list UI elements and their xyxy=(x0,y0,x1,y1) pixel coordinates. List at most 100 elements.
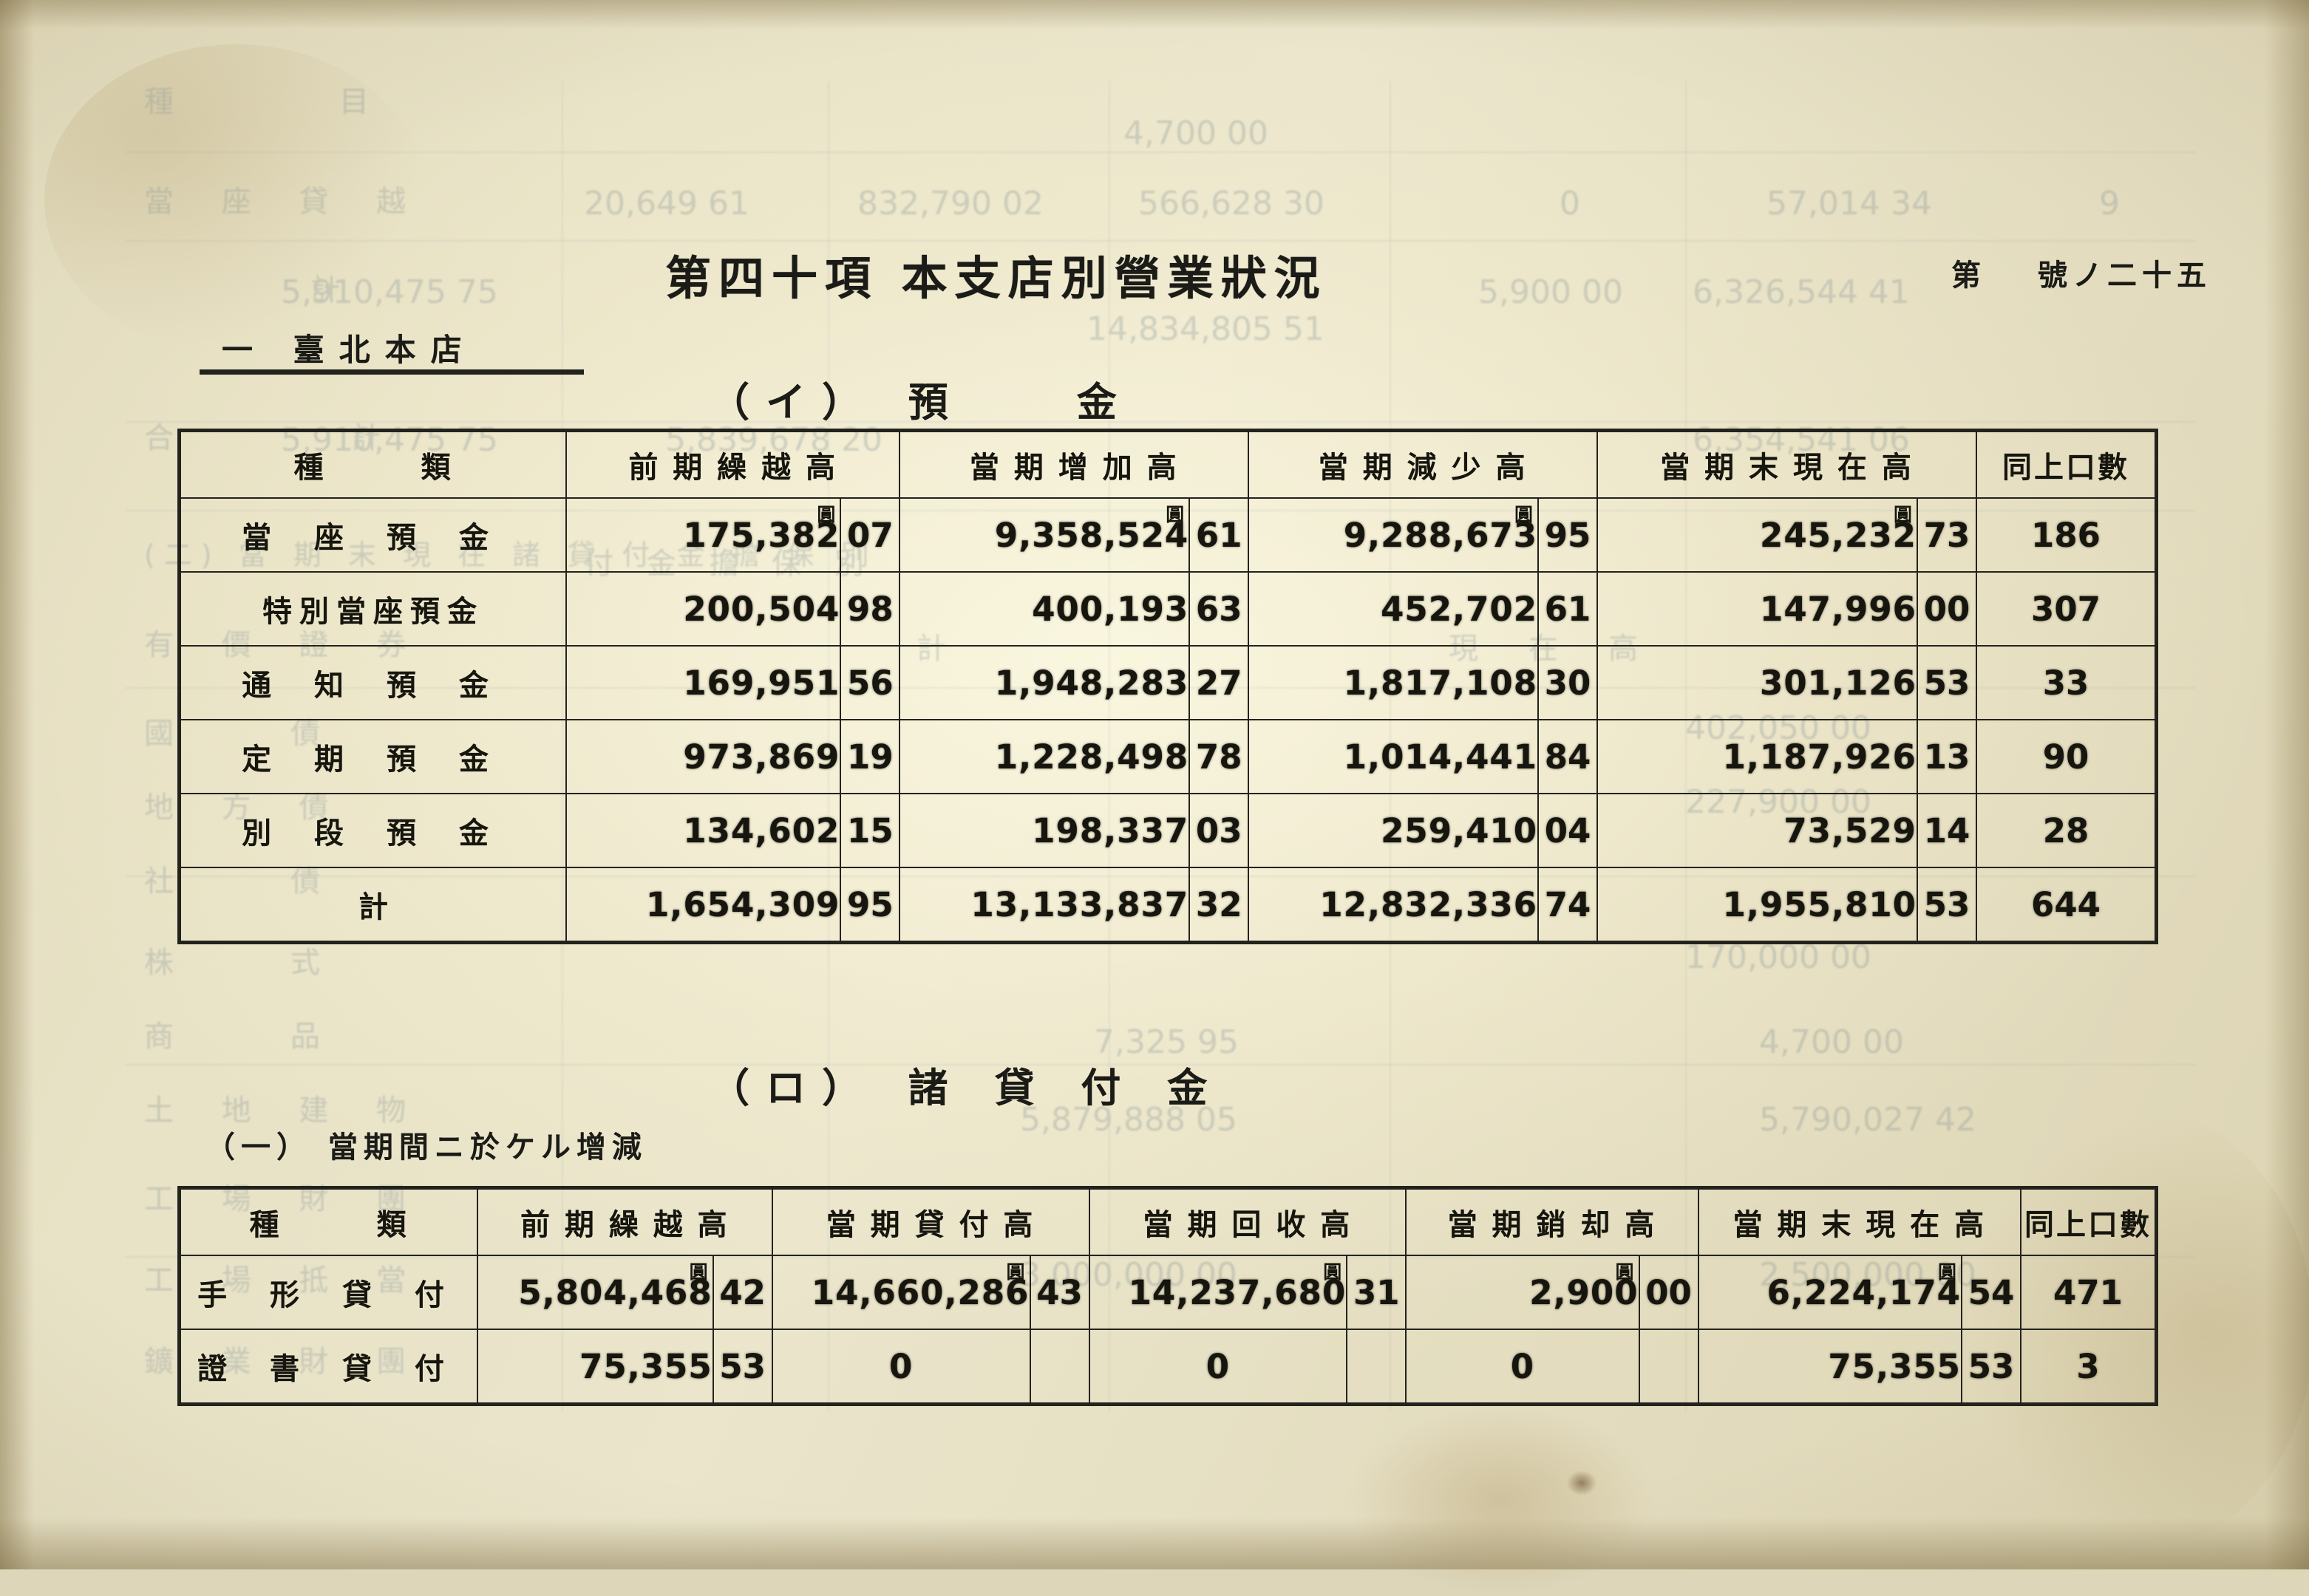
row-kind: 手 形 貸 付 xyxy=(178,1255,478,1330)
cell-accounts: 90 xyxy=(1976,719,2157,794)
table-row: 當 座 預 金 圓 175,382 07 圓 9,358,524 61 圓 9,288… xyxy=(178,497,2157,573)
cell-decrease-yen: 圓 9,288,673 xyxy=(1248,497,1540,573)
document-number-prefix: 第 xyxy=(1951,258,1986,293)
cell-end-sen: 54 xyxy=(1961,1255,2021,1330)
table-total-row: 計 1,654,309 95 13,133,837 32 12,832,336 … xyxy=(178,867,2157,944)
cell-accounts: 307 xyxy=(1976,571,2157,647)
yen-mark: 圓 xyxy=(1166,504,1185,525)
cell-decrease-sen: 04 xyxy=(1537,793,1599,868)
cell-end-yen: 147,996 xyxy=(1596,571,1918,647)
cell-end-yen: 75,355 xyxy=(1697,1329,1963,1405)
table-header-row: 種 類 前 期 繰 越 高 當 期 貸 付 高 當 期 回 收 高 當 期 銷 … xyxy=(178,1187,2157,1256)
cell-carryover-yen: 134,602 xyxy=(565,793,842,868)
cell-decrease-sen: 61 xyxy=(1537,571,1599,647)
cell-carryover-sen: 53 xyxy=(712,1329,773,1405)
row-kind: 當 座 預 金 xyxy=(178,497,567,573)
cell-recovery-yen: 圓 14,237,680 xyxy=(1088,1255,1348,1330)
cell-end-sen: 53 xyxy=(1961,1329,2021,1405)
section-b-heading: （ロ） 諸 貸 付 金 xyxy=(710,1064,1224,1111)
cell-increase-yen: 1,228,498 xyxy=(899,719,1191,794)
document-number-value: 號ノ二十五 xyxy=(2038,258,2211,293)
cell-carryover-yen: 169,951 xyxy=(565,645,842,720)
cell-decrease-sen: 30 xyxy=(1537,645,1599,720)
table-row: 定 期 預 金 973,869 19 1,228,498 78 1,014,44… xyxy=(178,719,2157,794)
table-row: 特別當座預金 200,504 98 400,193 63 452,702 61 … xyxy=(178,571,2157,647)
cell-increase-sen: 61 xyxy=(1188,497,1250,573)
cell-carryover-yen: 973,869 xyxy=(565,719,842,794)
table-header-row: 種 類 前 期 繰 越 高 當 期 增 加 高 當 期 減 少 高 當 期 末 … xyxy=(178,429,2157,499)
cell-writeoff-yen: 圓 2,900 xyxy=(1405,1255,1640,1330)
cell-end-sen: 13 xyxy=(1917,719,1977,794)
cell-end-sen: 00 xyxy=(1917,571,1977,647)
yen-mark: 圓 xyxy=(1006,1261,1025,1283)
row-kind: 別 段 預 金 xyxy=(178,793,567,868)
cell-carryover-sen: 07 xyxy=(840,497,901,573)
cell-decrease-yen: 12,832,336 xyxy=(1248,867,1540,944)
cell-accounts: 644 xyxy=(1976,867,2157,944)
col-header-accounts: 同上口數 xyxy=(1976,429,2157,499)
cell-increase-sen: 03 xyxy=(1188,793,1250,868)
col-header-decrease: 當 期 減 少 高 xyxy=(1248,429,1599,499)
yen-mark: 圓 xyxy=(1615,1261,1634,1283)
col-header-end-balance: 當 期 末 現 在 高 xyxy=(1596,429,1977,499)
branch-heading: 一 臺北本店 xyxy=(222,332,477,368)
cell-end-sen: 73 xyxy=(1917,497,1977,573)
cell-recovery-sen: 31 xyxy=(1346,1255,1407,1330)
cell-writeoff-sen xyxy=(1638,1329,1699,1405)
cell-decrease-sen: 74 xyxy=(1537,867,1599,944)
cell-increase-sen: 63 xyxy=(1188,571,1250,647)
cell-decrease-sen: 95 xyxy=(1537,497,1599,573)
cell-end-yen: 圓 6,224,174 xyxy=(1697,1255,1963,1330)
cell-accounts: 3 xyxy=(2020,1329,2157,1405)
cell-end-yen: 301,126 xyxy=(1596,645,1918,720)
yen-mark: 圓 xyxy=(689,1261,708,1283)
yen-mark: 圓 xyxy=(1937,1261,1956,1283)
cell-recovery-sen xyxy=(1346,1329,1407,1405)
cell-carryover-yen: 75,355 xyxy=(477,1329,714,1405)
cell-carryover-sen: 42 xyxy=(712,1255,773,1330)
yen-mark: 圓 xyxy=(817,504,836,525)
row-kind: 特別當座預金 xyxy=(178,571,567,647)
cell-carryover-sen: 56 xyxy=(840,645,901,720)
deposits-table: 種 類 前 期 繰 越 高 當 期 增 加 高 當 期 減 少 高 當 期 末 … xyxy=(177,429,2158,944)
cell-increase-yen: 400,193 xyxy=(899,571,1191,647)
cell-carryover-yen: 200,504 xyxy=(565,571,842,647)
yen-mark: 圓 xyxy=(1893,504,1912,525)
cell-accounts: 28 xyxy=(1976,793,2157,868)
col-header-kind: 種 類 xyxy=(178,429,567,499)
col-header-writeoff: 當 期 銷 却 高 xyxy=(1405,1187,1699,1256)
cell-end-yen: 圓 245,232 xyxy=(1596,497,1918,573)
document-number: 第 號ノ二十五 xyxy=(1951,251,2211,294)
cell-lending-sen xyxy=(1029,1329,1090,1405)
loans-table: 種 類 前 期 繰 越 高 當 期 貸 付 高 當 期 回 收 高 當 期 銷 … xyxy=(177,1186,2158,1406)
cell-increase-yen: 1,948,283 xyxy=(899,645,1191,720)
row-kind: 通 知 預 金 xyxy=(178,645,567,720)
row-kind: 定 期 預 金 xyxy=(178,719,567,794)
cell-end-sen: 14 xyxy=(1917,793,1977,868)
cell-carryover-sen: 95 xyxy=(840,867,901,944)
cell-carryover-yen: 圓 5,804,468 xyxy=(477,1255,714,1330)
table-row: 手 形 貸 付 圓 5,804,468 42 圓 14,660,286 43 圓 14… xyxy=(178,1255,2157,1330)
cell-end-yen: 1,955,810 xyxy=(1596,867,1918,944)
cell-increase-sen: 32 xyxy=(1188,867,1250,944)
cell-decrease-yen: 452,702 xyxy=(1248,571,1540,647)
row-kind: 證 書 貸 付 xyxy=(178,1329,478,1405)
cell-decrease-yen: 259,410 xyxy=(1248,793,1540,868)
col-header-carryover: 前 期 繰 越 高 xyxy=(565,429,901,499)
cell-end-yen: 1,187,926 xyxy=(1596,719,1918,794)
cell-carryover-sen: 15 xyxy=(840,793,901,868)
col-header-recovery: 當 期 回 收 高 xyxy=(1088,1187,1407,1256)
col-header-increase: 當 期 增 加 高 xyxy=(899,429,1250,499)
cell-increase-yen: 圓 9,358,524 xyxy=(899,497,1191,573)
cell-decrease-yen: 1,014,441 xyxy=(1248,719,1540,794)
cell-writeoff-yen: 0 xyxy=(1405,1329,1640,1405)
table-row: 別 段 預 金 134,602 15 198,337 03 259,410 04… xyxy=(178,793,2157,868)
cell-carryover-yen: 圓 175,382 xyxy=(565,497,842,573)
cell-recovery-yen: 0 xyxy=(1088,1329,1348,1405)
col-header-lending: 當 期 貸 付 高 xyxy=(771,1187,1090,1256)
cell-end-sen: 53 xyxy=(1917,645,1977,720)
col-header-carryover: 前 期 繰 越 高 xyxy=(477,1187,773,1256)
table-row: 證 書 貸 付 75,355 53 0 0 0 75,355 53 3 xyxy=(178,1329,2157,1405)
cell-carryover-sen: 19 xyxy=(840,719,901,794)
col-header-kind: 種 類 xyxy=(178,1187,478,1256)
